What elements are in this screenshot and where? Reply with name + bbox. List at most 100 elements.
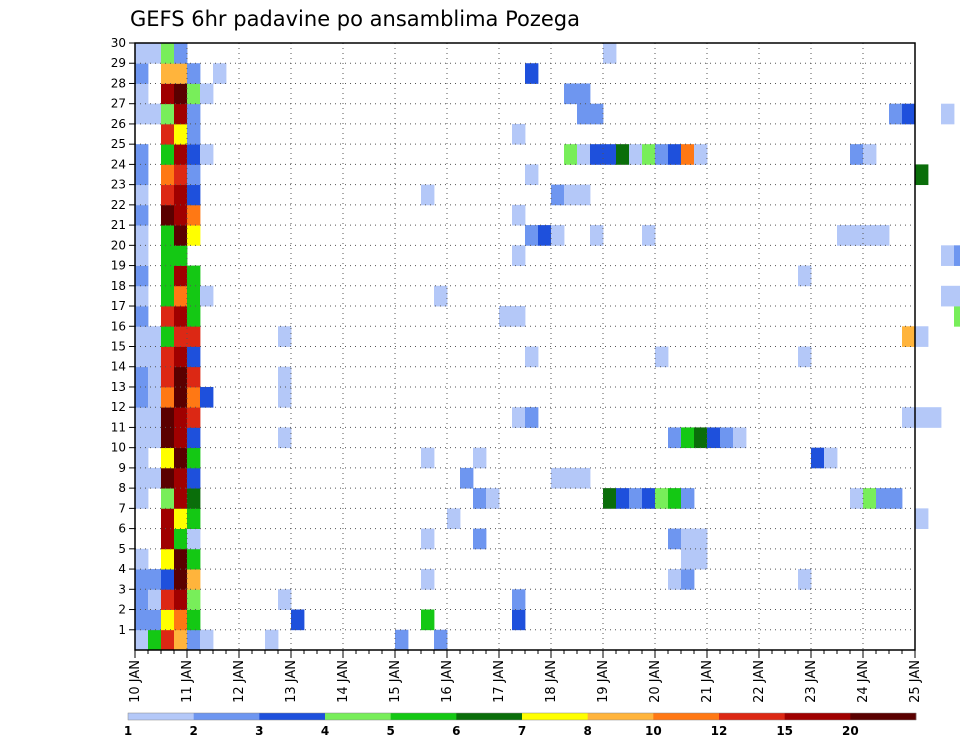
heatmap-cell: [135, 83, 149, 105]
y-tick-label: 29: [111, 56, 126, 70]
heatmap-cell: [421, 528, 435, 550]
heatmap-cell: [655, 144, 669, 165]
heatmap-cell: [161, 589, 175, 610]
heatmap-cell: [213, 63, 227, 84]
legend-label: 10: [645, 724, 662, 738]
heatmap-cell: [135, 589, 149, 610]
heatmap-cell: [161, 184, 175, 206]
heatmap-cell: [187, 83, 201, 105]
heatmap-cell: [161, 386, 175, 408]
y-tick-label: 27: [111, 97, 126, 111]
heatmap-cell: [473, 488, 487, 509]
y-tick-label: 8: [118, 481, 126, 495]
heatmap-cell: [161, 225, 175, 246]
heatmap-cell: [174, 83, 188, 105]
legend-label: 15: [776, 724, 793, 738]
heatmap-cell: [161, 427, 175, 449]
heatmap-cell: [668, 528, 682, 550]
y-tick-label: 9: [118, 461, 126, 475]
x-tick-label: 11 JAN: [180, 660, 195, 703]
legend-label: 1: [124, 724, 132, 738]
heatmap-cell: [525, 407, 539, 428]
heatmap-cell: [902, 407, 942, 428]
heatmap-cell: [135, 306, 149, 327]
legend-swatch: [784, 713, 851, 720]
heatmap-cell: [577, 144, 591, 165]
heatmap-cell: [174, 225, 188, 246]
heatmap-cell: [915, 164, 929, 186]
y-tick-label: 13: [111, 380, 126, 394]
y-tick-label: 3: [118, 582, 126, 596]
heatmap-cell: [291, 609, 305, 631]
y-tick-label: 17: [111, 299, 126, 313]
heatmap-cell: [174, 103, 188, 125]
heatmap-cell: [187, 528, 201, 550]
heatmap-cell: [915, 326, 929, 347]
heatmap-cell: [135, 103, 162, 125]
heatmap-cell: [460, 467, 474, 489]
heatmap-cell: [603, 43, 617, 64]
heatmap-cell: [187, 407, 201, 428]
x-tick-label: 24 JAN: [856, 660, 871, 703]
legend-label: 4: [321, 724, 329, 738]
heatmap-cell: [941, 245, 955, 266]
heatmap-cell: [174, 366, 188, 388]
heatmap-cell: [135, 609, 162, 631]
heatmap-cell: [564, 184, 591, 206]
heatmap-cell: [616, 144, 630, 165]
heatmap-cell: [798, 346, 812, 368]
heatmap-cell: [174, 589, 188, 610]
heatmap-cell: [564, 144, 578, 165]
heatmap-cell: [187, 386, 201, 408]
heatmap-cell: [837, 225, 890, 246]
heatmap-cell: [161, 609, 175, 631]
heatmap-cell: [681, 144, 695, 165]
heatmap-cell: [655, 346, 669, 368]
heatmap-cell: [135, 569, 162, 590]
x-tick-label: 17 JAN: [492, 660, 507, 703]
heatmap-cell: [174, 488, 188, 509]
heatmap-cell: [174, 528, 188, 550]
legend-swatch: [456, 713, 523, 720]
heatmap-cell: [187, 447, 201, 469]
heatmap-cell: [135, 467, 162, 489]
heatmap-cell: [200, 285, 214, 307]
heatmap-cell: [473, 447, 487, 469]
heatmap-cell: [161, 508, 175, 529]
heatmap-cell: [187, 63, 201, 84]
heatmap-cell: [694, 144, 708, 165]
y-tick-label: 19: [111, 259, 126, 273]
heatmap-cell: [876, 488, 890, 509]
y-tick-label: 14: [111, 360, 126, 374]
heatmap-cell: [187, 265, 201, 287]
heatmap-cell: [863, 488, 877, 509]
heatmap-cell: [135, 245, 149, 266]
heatmap-cell: [174, 204, 188, 226]
heatmap-cell: [187, 467, 201, 489]
heatmap-cell: [512, 245, 526, 266]
heatmap-cell: [174, 346, 188, 368]
heatmap-cell: [200, 144, 214, 165]
heatmap-cell: [941, 285, 960, 307]
heatmap-cell: [161, 204, 175, 226]
heatmap-cell: [551, 184, 565, 206]
heatmap-cell: [174, 508, 188, 529]
legend-swatch: [719, 713, 785, 720]
y-tick-label: 21: [111, 218, 126, 232]
heatmap-cell: [733, 427, 747, 449]
heatmap-cell: [187, 589, 201, 610]
heatmap-cell: [161, 346, 175, 368]
heatmap-cell: [161, 548, 175, 570]
heatmap-cell: [512, 609, 526, 631]
heatmap-cell: [889, 103, 903, 125]
heatmap-cell: [174, 285, 188, 307]
y-tick-label: 2: [118, 603, 126, 617]
heatmap-cell: [577, 103, 604, 125]
legend-label: 20: [842, 724, 859, 738]
y-tick-label: 28: [111, 76, 126, 90]
x-tick-label: 22 JAN: [752, 660, 767, 703]
x-tick-label: 21 JAN: [700, 660, 715, 703]
x-tick-label: 23 JAN: [804, 660, 819, 703]
heatmap-cell: [174, 326, 201, 347]
heatmap-cell: [161, 488, 175, 509]
